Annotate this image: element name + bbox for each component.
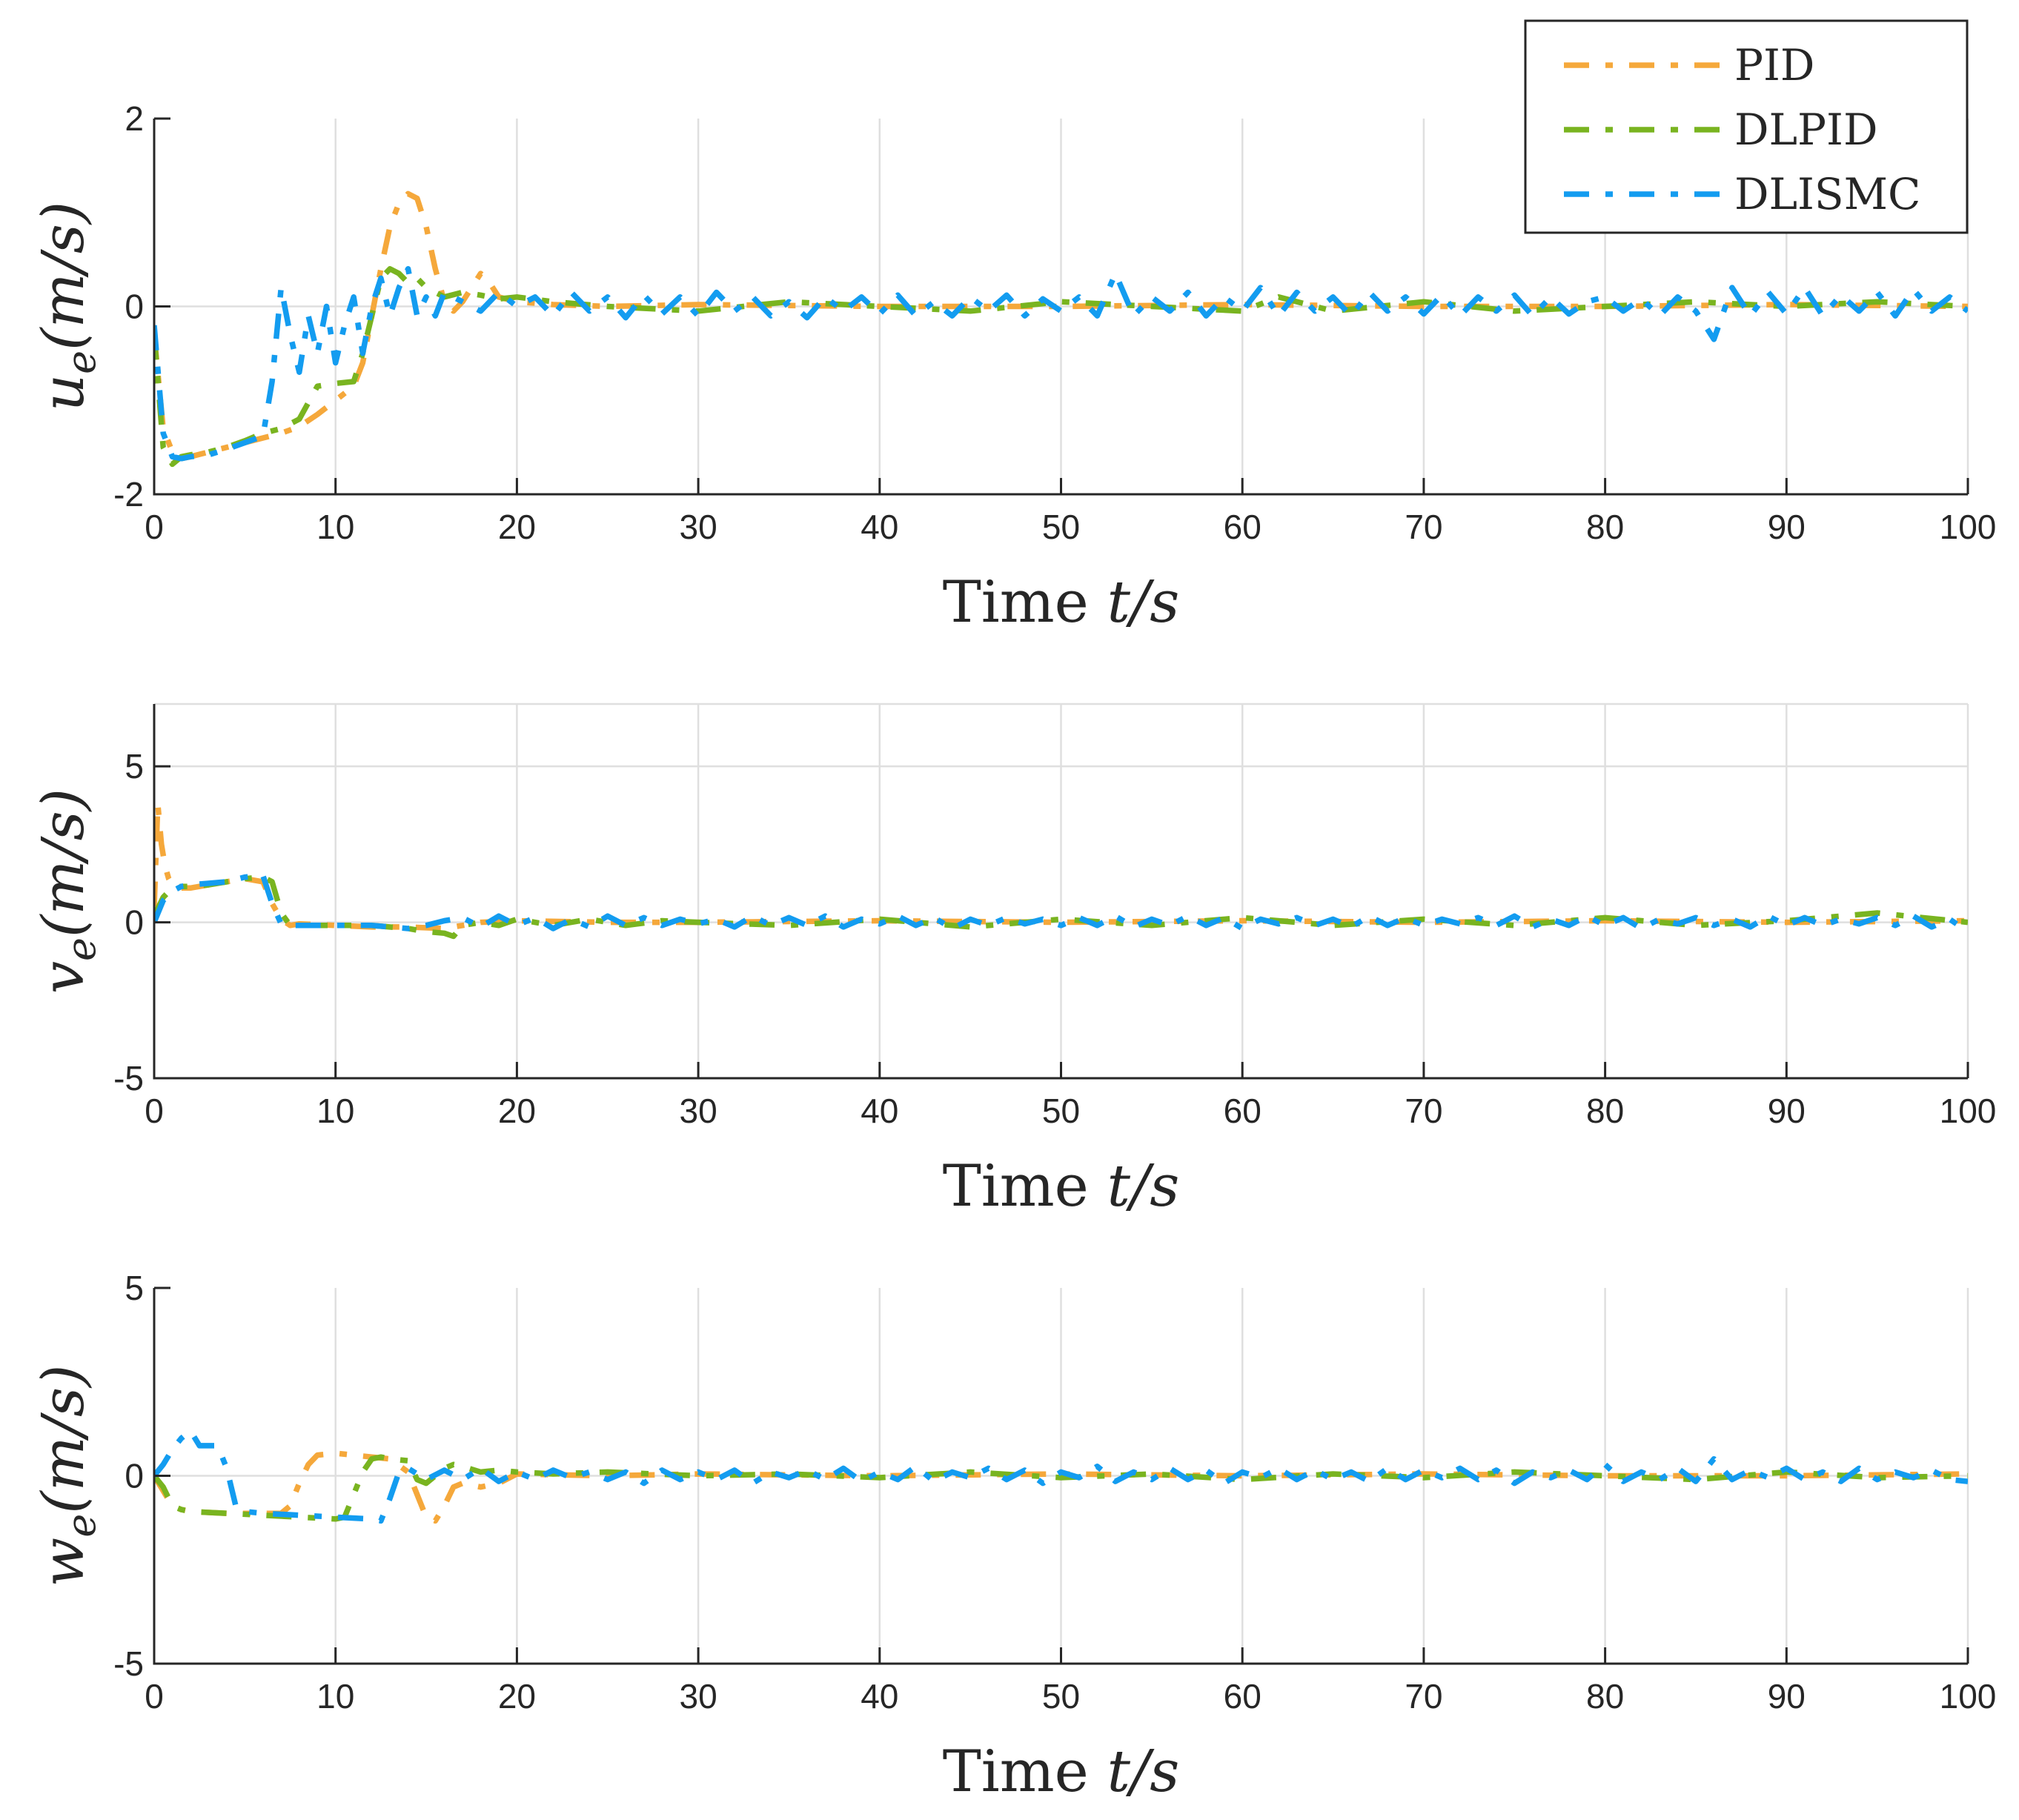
y-axis-label-u: ue(m/s) xyxy=(30,202,105,411)
x-tick-label-w-1: 10 xyxy=(316,1677,354,1716)
x-tick-label-u-2: 20 xyxy=(498,508,536,546)
y-axis-label-w: we(m/s) xyxy=(30,1365,105,1587)
y-tick-label-v-0: -5 xyxy=(113,1059,144,1097)
y-axis-label-v: ve(m/s) xyxy=(30,788,105,994)
series-line-v-dlpid xyxy=(154,874,1968,940)
x-tick-label-w-2: 20 xyxy=(498,1677,536,1716)
y-axis-label-group-v: ve(m/s) xyxy=(30,788,105,994)
y-tick-label-w-2: 5 xyxy=(125,1269,144,1307)
y-tick-label-w-0: -5 xyxy=(113,1644,144,1683)
x-tick-label-v-6: 60 xyxy=(1224,1092,1262,1130)
y-axis-label-group-u: ue(m/s) xyxy=(30,202,105,411)
x-tick-label-u-0: 0 xyxy=(145,508,164,546)
x-tick-label-v-0: 0 xyxy=(145,1092,164,1130)
y-tick-label-w-1: 0 xyxy=(125,1457,144,1495)
x-axis-label-v: Time t/s xyxy=(943,1153,1180,1220)
x-tick-label-w-4: 40 xyxy=(861,1677,898,1716)
x-axis-label-w: Time t/s xyxy=(943,1738,1180,1805)
x-tick-label-u-7: 70 xyxy=(1405,508,1442,546)
x-tick-label-v-1: 10 xyxy=(316,1092,354,1130)
x-tick-label-u-10: 100 xyxy=(1940,508,1997,546)
y-axis-label-group-w: we(m/s) xyxy=(30,1365,105,1587)
x-tick-label-u-9: 90 xyxy=(1768,508,1806,546)
y-tick-label-v-1: 0 xyxy=(125,903,144,942)
legend-label-pid: PID xyxy=(1734,40,1814,90)
series-line-w-dlismc xyxy=(154,1427,1968,1524)
y-tick-label-v-2: 5 xyxy=(125,747,144,786)
x-tick-label-v-8: 80 xyxy=(1586,1092,1624,1130)
x-tick-label-v-5: 50 xyxy=(1042,1092,1080,1130)
x-tick-label-v-10: 100 xyxy=(1940,1092,1997,1130)
y-tick-label-u-2: 2 xyxy=(125,99,144,138)
x-tick-label-u-5: 50 xyxy=(1042,508,1080,546)
x-axis-label-u: Time t/s xyxy=(943,569,1180,636)
x-tick-label-w-6: 60 xyxy=(1224,1677,1262,1716)
series-line-v-dlismc xyxy=(154,872,1968,934)
x-tick-label-v-7: 70 xyxy=(1405,1092,1442,1130)
legend: PID DLPID DLISMC xyxy=(1524,19,1969,234)
legend-label-dlismc: DLISMC xyxy=(1734,169,1920,219)
y-tick-label-u-1: 0 xyxy=(125,288,144,326)
x-tick-label-w-5: 50 xyxy=(1042,1677,1080,1716)
x-tick-label-u-6: 60 xyxy=(1224,508,1262,546)
x-tick-label-u-4: 40 xyxy=(861,508,898,546)
legend-label-dlpid: DLPID xyxy=(1734,104,1877,155)
x-tick-label-v-2: 20 xyxy=(498,1092,536,1130)
x-tick-label-w-0: 0 xyxy=(145,1677,164,1716)
x-tick-label-v-9: 90 xyxy=(1768,1092,1806,1130)
x-tick-label-v-4: 40 xyxy=(861,1092,898,1130)
x-tick-label-v-3: 30 xyxy=(680,1092,717,1130)
y-tick-label-u-0: -2 xyxy=(113,475,144,514)
x-tick-label-u-8: 80 xyxy=(1586,508,1624,546)
series-line-u-dlismc xyxy=(154,266,1968,462)
x-tick-label-u-1: 10 xyxy=(316,508,354,546)
x-tick-label-w-10: 100 xyxy=(1940,1677,1997,1716)
x-tick-label-u-3: 30 xyxy=(680,508,717,546)
x-tick-label-w-9: 90 xyxy=(1768,1677,1806,1716)
x-tick-label-w-3: 30 xyxy=(680,1677,717,1716)
legend-box xyxy=(1524,19,1969,234)
x-tick-label-w-7: 70 xyxy=(1405,1677,1442,1716)
series-line-w-pid xyxy=(154,1450,1968,1524)
x-tick-label-w-8: 80 xyxy=(1586,1677,1624,1716)
